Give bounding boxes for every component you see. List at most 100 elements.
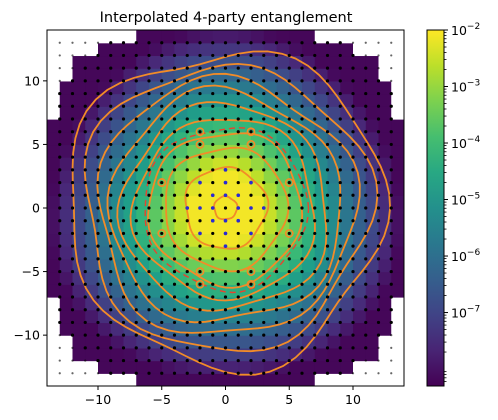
grid-point bbox=[147, 257, 151, 261]
heatmap-cell bbox=[276, 373, 290, 386]
heatmap-cell bbox=[314, 246, 329, 260]
heatmap-cell bbox=[251, 182, 265, 196]
grid-point bbox=[172, 79, 177, 83]
heatmap-cell bbox=[47, 360, 61, 374]
heatmap-cell bbox=[263, 182, 278, 196]
grid-point bbox=[351, 206, 355, 210]
grid-point bbox=[300, 91, 304, 96]
heatmap-cell bbox=[59, 30, 74, 44]
grid-point bbox=[109, 257, 113, 261]
grid-point bbox=[300, 155, 304, 159]
heatmap-cell bbox=[378, 297, 392, 311]
grid-point bbox=[249, 257, 253, 261]
heatmap-cell bbox=[327, 347, 341, 362]
grid-point bbox=[172, 66, 177, 70]
grid-point bbox=[160, 41, 164, 45]
grid-point bbox=[300, 282, 304, 286]
blue-point bbox=[223, 168, 228, 172]
grid-point bbox=[338, 231, 342, 236]
grid-point bbox=[70, 104, 75, 108]
heatmap-cell bbox=[327, 271, 341, 285]
grid-point bbox=[147, 53, 151, 58]
heatmap-cell bbox=[98, 220, 112, 235]
heatmap-cell bbox=[47, 195, 61, 209]
heatmap-cell bbox=[149, 309, 163, 324]
grid-point bbox=[338, 91, 342, 96]
grid-point bbox=[223, 41, 228, 45]
grid-point bbox=[249, 53, 253, 58]
heatmap-cell bbox=[378, 119, 392, 133]
grid-point bbox=[83, 180, 87, 185]
grid-point bbox=[134, 269, 138, 274]
heatmap-cell bbox=[110, 157, 125, 171]
grid-point bbox=[300, 358, 304, 363]
grid-point bbox=[300, 206, 304, 210]
grid-point bbox=[364, 117, 368, 121]
grid-point bbox=[287, 308, 291, 312]
grid-point bbox=[160, 91, 164, 96]
grid-point bbox=[364, 231, 368, 236]
heatmap-cell bbox=[340, 360, 354, 374]
grid-point bbox=[376, 117, 381, 121]
grid-point bbox=[121, 257, 126, 261]
heatmap-cell bbox=[161, 284, 176, 298]
heatmap-cell bbox=[72, 93, 86, 107]
grid-point bbox=[121, 206, 126, 210]
heatmap-cell bbox=[225, 322, 239, 336]
grid-point bbox=[364, 372, 367, 375]
heatmap-cell bbox=[391, 42, 404, 57]
grid-point bbox=[236, 79, 240, 83]
grid-point bbox=[338, 346, 342, 350]
grid-point bbox=[325, 231, 330, 236]
heatmap-cell bbox=[340, 30, 354, 44]
grid-point bbox=[147, 206, 151, 210]
grid-point bbox=[134, 155, 138, 159]
heatmap-cell bbox=[314, 30, 329, 44]
orange-point bbox=[195, 267, 205, 276]
grid-point bbox=[70, 333, 75, 337]
heatmap-cell bbox=[110, 30, 125, 44]
grid-point bbox=[236, 371, 240, 375]
grid-point bbox=[198, 66, 202, 70]
heatmap-cell bbox=[59, 220, 74, 235]
heatmap-cell bbox=[238, 360, 252, 374]
heatmap-cell bbox=[391, 360, 404, 374]
heatmap-cell bbox=[59, 246, 74, 260]
grid-point bbox=[300, 308, 304, 312]
grid-point bbox=[198, 79, 202, 83]
grid-point bbox=[364, 244, 368, 248]
grid-point bbox=[83, 66, 87, 70]
grid-point bbox=[287, 155, 291, 159]
grid-point bbox=[185, 142, 189, 147]
grid-point bbox=[351, 104, 355, 108]
heatmap-cell bbox=[98, 373, 112, 386]
grid-point bbox=[83, 130, 87, 134]
heatmap-cell bbox=[187, 42, 201, 57]
grid-point bbox=[325, 168, 330, 172]
grid-point bbox=[160, 117, 164, 121]
grid-point bbox=[160, 66, 164, 70]
grid-point bbox=[70, 206, 75, 210]
grid-point bbox=[364, 79, 368, 83]
grid-point bbox=[351, 244, 355, 248]
heatmap-cell bbox=[391, 309, 404, 324]
heatmap-cell bbox=[263, 42, 278, 57]
grid-point bbox=[134, 346, 138, 350]
heatmap-cell bbox=[251, 246, 265, 260]
grid-point bbox=[96, 53, 100, 58]
heatmap-cell bbox=[47, 284, 61, 298]
grid-point bbox=[389, 308, 393, 312]
grid-point bbox=[172, 53, 177, 58]
grid-point bbox=[83, 117, 87, 121]
grid-point bbox=[172, 244, 177, 248]
contour-line bbox=[129, 118, 316, 302]
grid-point bbox=[70, 295, 75, 299]
heatmap-cell bbox=[110, 335, 125, 349]
grid-point bbox=[249, 269, 253, 274]
grid-point bbox=[313, 219, 317, 223]
grid-point bbox=[147, 180, 151, 185]
grid-point bbox=[160, 282, 164, 286]
grid-point bbox=[287, 257, 291, 261]
grid-point bbox=[313, 244, 317, 248]
x-tick-label: 10 bbox=[345, 392, 361, 407]
